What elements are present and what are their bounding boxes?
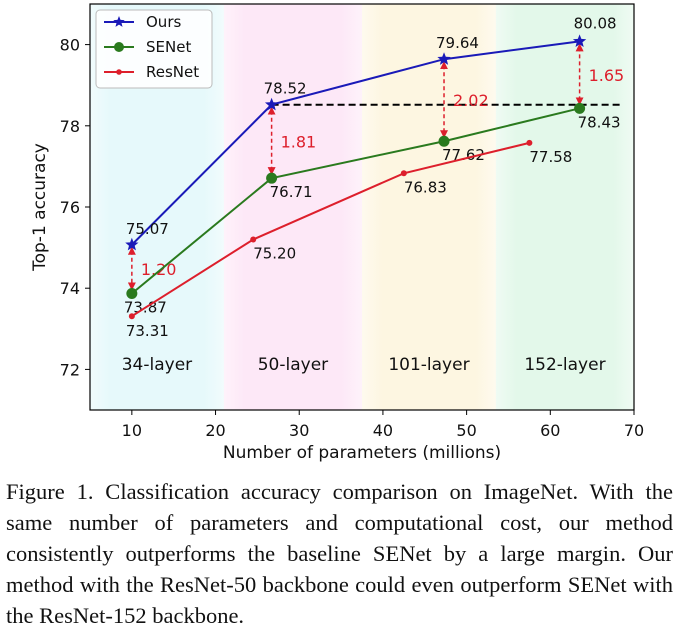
point-marker-Ours xyxy=(264,97,279,111)
point-marker-SENet xyxy=(266,172,278,184)
chart: 34-layer 50-layer 101-layer 152-layer 10 20 30… xyxy=(30,3,644,463)
x-tick-label: 30 xyxy=(289,421,309,440)
y-tick-label: 74 xyxy=(60,279,80,298)
data-label-ResNet: 73.31 xyxy=(126,322,169,340)
series-line-ResNet xyxy=(131,141,530,318)
legend-label-ResNet: ResNet xyxy=(146,63,199,81)
band-50-layer xyxy=(223,4,362,410)
point-marker-ResNet xyxy=(128,313,135,320)
point-marker-Ours xyxy=(437,52,451,65)
band-101-layer xyxy=(362,4,496,410)
point-marker-ResNet xyxy=(526,139,533,146)
point-marker-SENet xyxy=(438,135,450,147)
legend-box xyxy=(95,9,213,89)
series-line-SENet xyxy=(131,107,580,295)
point-marker-Ours xyxy=(572,34,587,48)
data-label-SENet: 78.43 xyxy=(578,113,621,131)
data-label-ResNet: 77.58 xyxy=(529,148,572,166)
y-tick-label: 78 xyxy=(60,117,80,136)
point-marker-ResNet xyxy=(250,236,257,243)
data-label-SENet: 77.62 xyxy=(442,146,485,164)
x-tick-label: 10 xyxy=(122,421,142,440)
figure-caption: Figure 1. Classification accuracy compar… xyxy=(6,479,673,628)
band-label: 101-layer xyxy=(388,355,469,375)
legend-marker xyxy=(114,42,124,52)
band-label: 152-layer xyxy=(524,355,605,375)
data-label-ResNet: 75.20 xyxy=(253,244,296,262)
legend: Ours SENet ResNet xyxy=(95,9,213,89)
x-tick-label: 20 xyxy=(205,421,225,440)
point-marker-SENet xyxy=(126,287,138,299)
y-axis-label: Top-1 accuracy xyxy=(30,143,50,272)
gap-label: 1.81 xyxy=(281,132,317,151)
point-marker-Ours xyxy=(125,237,139,251)
data-label-Ours: 80.08 xyxy=(574,14,617,32)
gap-label: 1.20 xyxy=(141,260,177,279)
x-tick-label: 50 xyxy=(456,421,476,440)
band-label: 50-layer xyxy=(258,355,328,375)
band-152-layer xyxy=(495,4,634,410)
legend-marker xyxy=(113,16,125,27)
data-label-ResNet: 76.83 xyxy=(404,178,447,196)
data-label-Ours: 75.07 xyxy=(126,220,169,238)
data-label-Ours: 78.52 xyxy=(264,80,307,98)
gap-label: 1.65 xyxy=(589,66,625,85)
x-axis-label: Number of parameters (millions) xyxy=(223,443,501,463)
legend-label-SENet: SENet xyxy=(146,38,191,56)
gap-label: 2.02 xyxy=(453,91,489,110)
band-label: 34-layer xyxy=(122,355,192,375)
data-label-SENet: 76.71 xyxy=(270,183,313,201)
y-tick-label: 80 xyxy=(60,36,80,55)
y-tick-label: 72 xyxy=(60,360,80,379)
x-tick-label: 60 xyxy=(540,421,560,440)
legend-label-Ours: Ours xyxy=(146,13,181,31)
data-label-Ours: 79.64 xyxy=(436,34,479,52)
series-line-Ours xyxy=(131,40,580,246)
x-tick-label: 70 xyxy=(624,421,644,440)
chart-svg: 34-layer 50-layer 101-layer 152-layer 10 20 30… xyxy=(30,3,644,463)
point-marker-SENet xyxy=(574,102,586,114)
y-tick-label: 76 xyxy=(60,198,80,217)
x-tick-label: 40 xyxy=(373,421,393,440)
point-marker-ResNet xyxy=(400,170,407,177)
legend-marker xyxy=(116,69,122,75)
